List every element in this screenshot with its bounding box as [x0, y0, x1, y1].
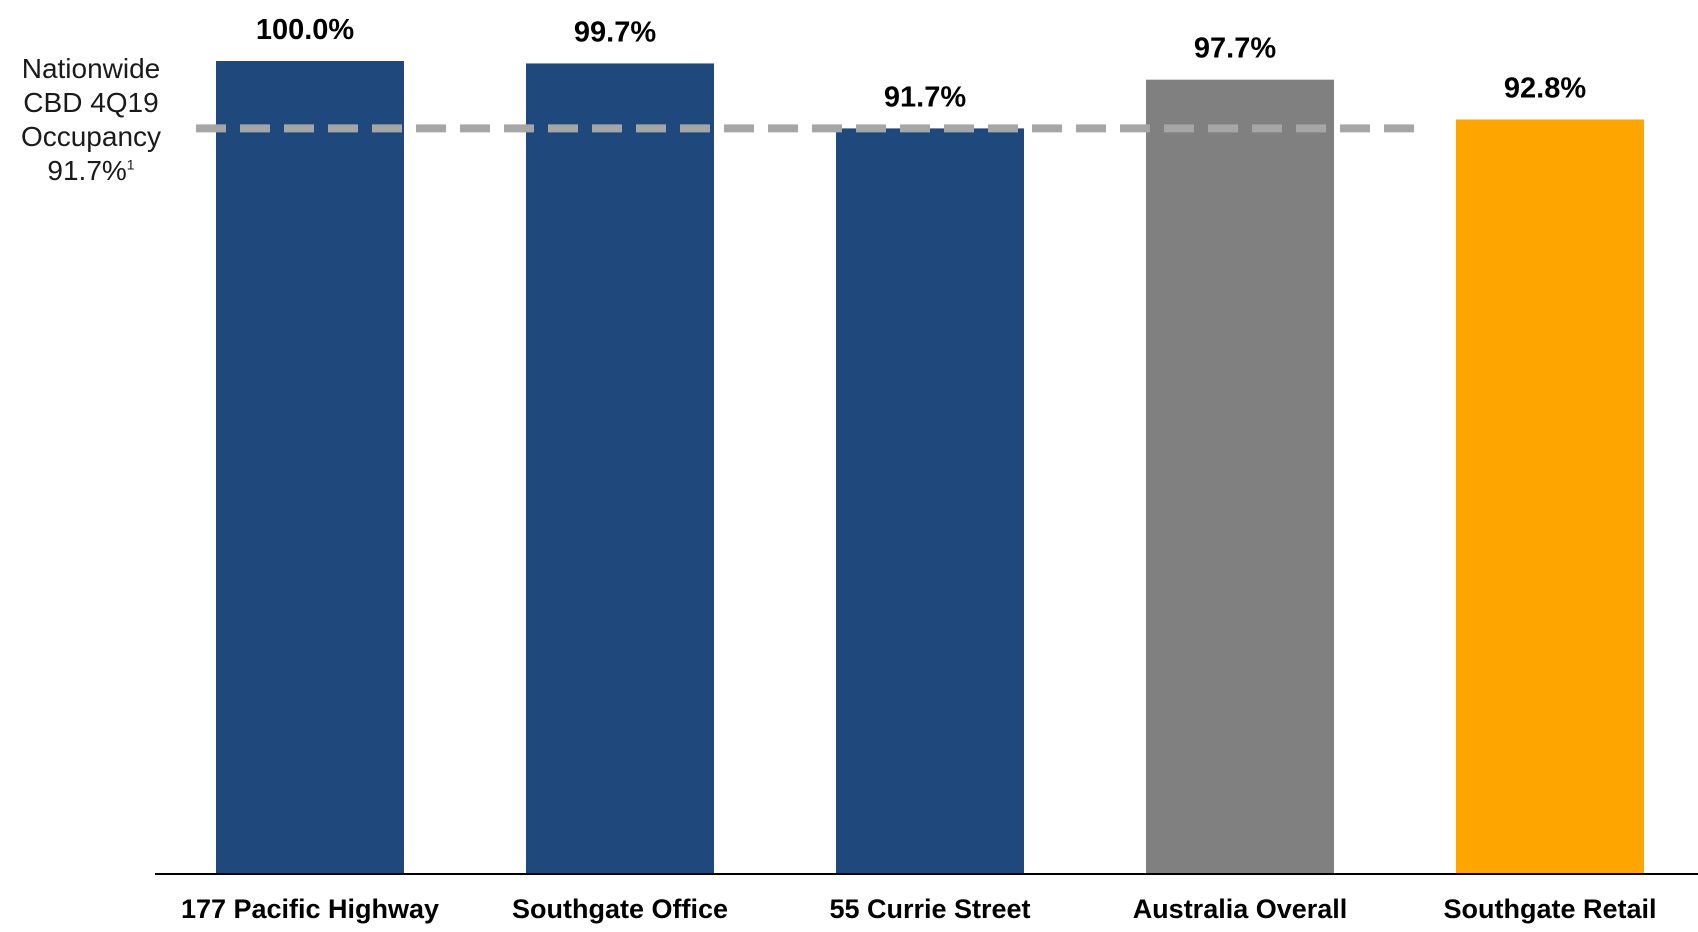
x-tick-label: Southgate Office	[512, 894, 728, 924]
bar	[836, 128, 1024, 873]
reference-label-value-line: 91.7%1	[0, 154, 182, 188]
x-tick-label: 55 Currie Street	[829, 894, 1030, 924]
data-label: 91.7%	[884, 81, 966, 113]
data-label: 92.8%	[1504, 72, 1586, 104]
data-label: 100.0%	[256, 14, 355, 46]
reference-label-value: 91.7%	[47, 155, 127, 186]
data-label: 97.7%	[1194, 33, 1276, 65]
reference-label-line: CBD 4Q19	[23, 87, 159, 118]
bar	[1146, 79, 1334, 873]
reference-line-label: Nationwide CBD 4Q19 Occupancy 91.7%1	[0, 52, 182, 188]
x-tick-label: Australia Overall	[1133, 894, 1348, 924]
bar	[1456, 119, 1644, 874]
bar	[526, 63, 714, 874]
bar	[216, 61, 404, 873]
reference-label-line: Nationwide	[21, 53, 161, 84]
reference-label-line: Occupancy	[20, 121, 162, 152]
footnote-marker: 1	[126, 156, 135, 173]
x-tick-label: 177 Pacific Highway	[181, 894, 439, 924]
x-tick-label: Southgate Retail	[1443, 894, 1656, 924]
data-label: 99.7%	[574, 16, 656, 48]
